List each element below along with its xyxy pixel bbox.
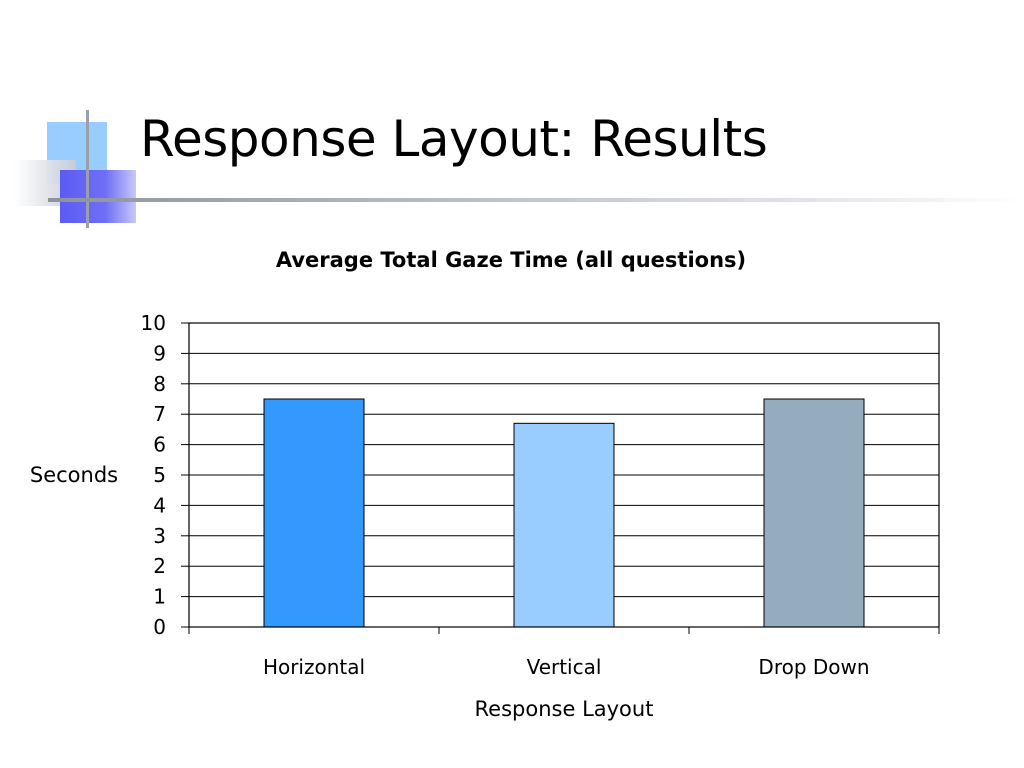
y-tick-label: 6 [153, 433, 166, 457]
y-tick-label: 7 [153, 402, 166, 426]
y-tick-label: 5 [153, 463, 166, 487]
y-axis-label: Seconds [30, 463, 118, 487]
slide-title: Response Layout: Results [140, 110, 768, 168]
bar-vertical [513, 422, 615, 628]
x-axis-label: Response Layout [475, 697, 654, 721]
x-tick-label: Vertical [527, 655, 602, 679]
y-tick-label: 4 [153, 493, 166, 517]
y-axis-ticks: 0 1 2 3 4 5 6 7 8 9 10 [141, 311, 189, 639]
decorative-vertical-line [86, 110, 89, 228]
x-tick-label: Drop Down [758, 655, 869, 679]
y-tick-label: 10 [141, 311, 166, 335]
y-tick-label: 9 [153, 341, 166, 365]
decorative-square [60, 170, 136, 223]
y-tick-label: 8 [153, 372, 166, 396]
y-tick-label: 0 [153, 615, 166, 639]
x-tick-label: Horizontal [263, 655, 365, 679]
bar-drop-down [763, 398, 865, 628]
bars [263, 398, 865, 628]
y-tick-label: 3 [153, 524, 166, 548]
bar-horizontal [263, 398, 365, 628]
y-tick-label: 1 [153, 585, 166, 609]
chart-title: Average Total Gaze Time (all questions) [276, 248, 746, 272]
title-underline [48, 198, 1024, 202]
y-tick-label: 2 [153, 554, 166, 578]
x-axis-ticks: Horizontal Vertical Drop Down [188, 627, 940, 679]
